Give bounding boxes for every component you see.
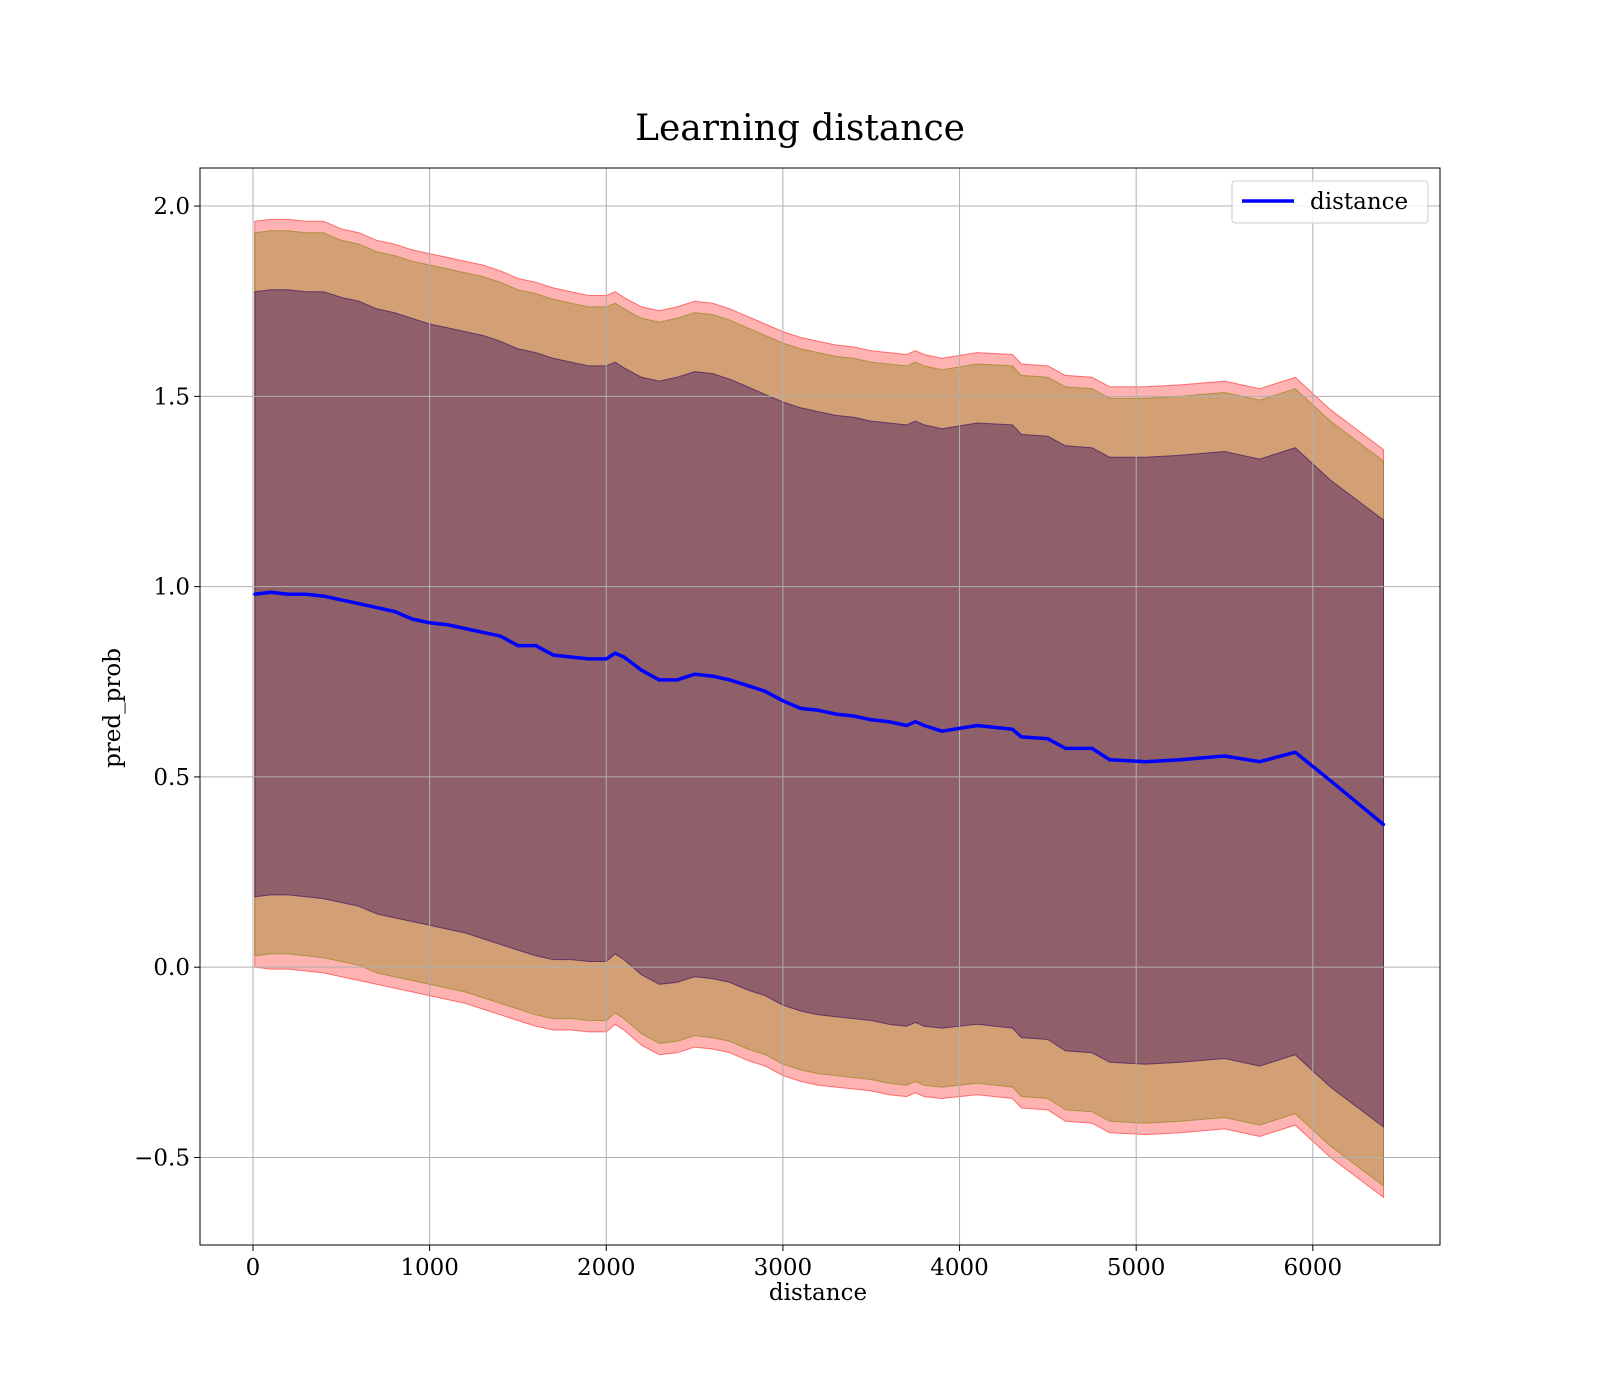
x-tick-label: 1000 (400, 1255, 459, 1281)
series-point (1293, 750, 1297, 754)
series-point (816, 708, 820, 712)
series-point (799, 706, 803, 711)
series-point (357, 602, 361, 606)
y-tick-label: 0.0 (153, 955, 190, 981)
series-point (269, 590, 273, 594)
legend-box (1231, 180, 1429, 224)
x-tick-label: 6000 (1284, 1255, 1343, 1281)
series-point (304, 592, 308, 596)
x-tick-label: 5000 (1107, 1255, 1166, 1281)
series-point (622, 655, 626, 659)
series-line-distance (254, 590, 1385, 826)
series-point (710, 674, 714, 678)
x-tick-label: 0 (246, 1255, 261, 1281)
series-point (375, 606, 379, 610)
series-point (339, 598, 343, 602)
series-point (516, 644, 520, 648)
series-point (781, 699, 785, 703)
series-point (463, 626, 467, 631)
series-point (604, 657, 608, 661)
series-point (1063, 746, 1068, 751)
series-point (869, 718, 873, 722)
y-tick-label: 1.0 (153, 575, 190, 601)
series-point (286, 592, 290, 596)
series-point (1178, 758, 1182, 762)
series-point (905, 723, 909, 728)
series-point (675, 678, 679, 682)
series-point (613, 651, 617, 655)
series-point (253, 592, 257, 596)
y-tick-label: 1.5 (153, 384, 190, 410)
series-point (975, 723, 979, 728)
series-point (551, 653, 555, 657)
series-point (852, 714, 856, 718)
series-point (498, 634, 502, 638)
series-point (1019, 735, 1024, 739)
y-axis-label: pred_prob (100, 648, 126, 768)
series-point (913, 720, 918, 724)
plot-area: 0 1000 2000 3000 4000 5000 6000 −0.5 0.0 0.5 1.0 1.… (134, 167, 1441, 1281)
series-point (1381, 822, 1386, 827)
legend: distance (1231, 180, 1429, 224)
x-tick-label: 3000 (754, 1255, 813, 1281)
series-point (392, 609, 396, 614)
legend-label-distance: distance (1310, 189, 1408, 215)
series-point (428, 621, 432, 625)
axes-frame (199, 167, 1441, 1246)
series-point (746, 684, 750, 688)
series-point (1090, 746, 1094, 751)
series-point (1222, 754, 1227, 758)
series-point (887, 720, 891, 724)
series-point (922, 723, 926, 728)
x-axis-label: distance (769, 1280, 867, 1306)
x-tick-label: 2000 (577, 1255, 636, 1281)
series-point (569, 655, 573, 659)
confidence-band-2 (254, 289, 1384, 1129)
series-point (640, 668, 644, 672)
series-point (534, 644, 538, 648)
series-point (445, 623, 449, 627)
y-tick-label: 0.5 (153, 765, 190, 791)
confidence-band-1 (254, 230, 1384, 1188)
series-point (657, 678, 661, 682)
series-point (940, 729, 944, 733)
confidence-band-0 (254, 218, 1384, 1199)
series-point (693, 672, 697, 676)
x-tick-label: 4000 (930, 1255, 989, 1281)
series-point (587, 657, 591, 661)
series-point (1258, 760, 1262, 764)
series-point (410, 617, 414, 621)
series-point (322, 594, 326, 598)
series-point (834, 712, 838, 716)
y-tick-label: −0.5 (134, 1145, 190, 1171)
series-point (1328, 779, 1333, 783)
series-point (1108, 758, 1112, 762)
y-tick-label: 2.0 (153, 194, 190, 220)
chart-title: Learning distance (635, 108, 965, 149)
series-point (481, 630, 485, 634)
series-point (763, 689, 767, 693)
series-point (1010, 727, 1015, 731)
series-point (1046, 737, 1050, 741)
series-point (1143, 760, 1147, 764)
series-point (728, 678, 732, 682)
